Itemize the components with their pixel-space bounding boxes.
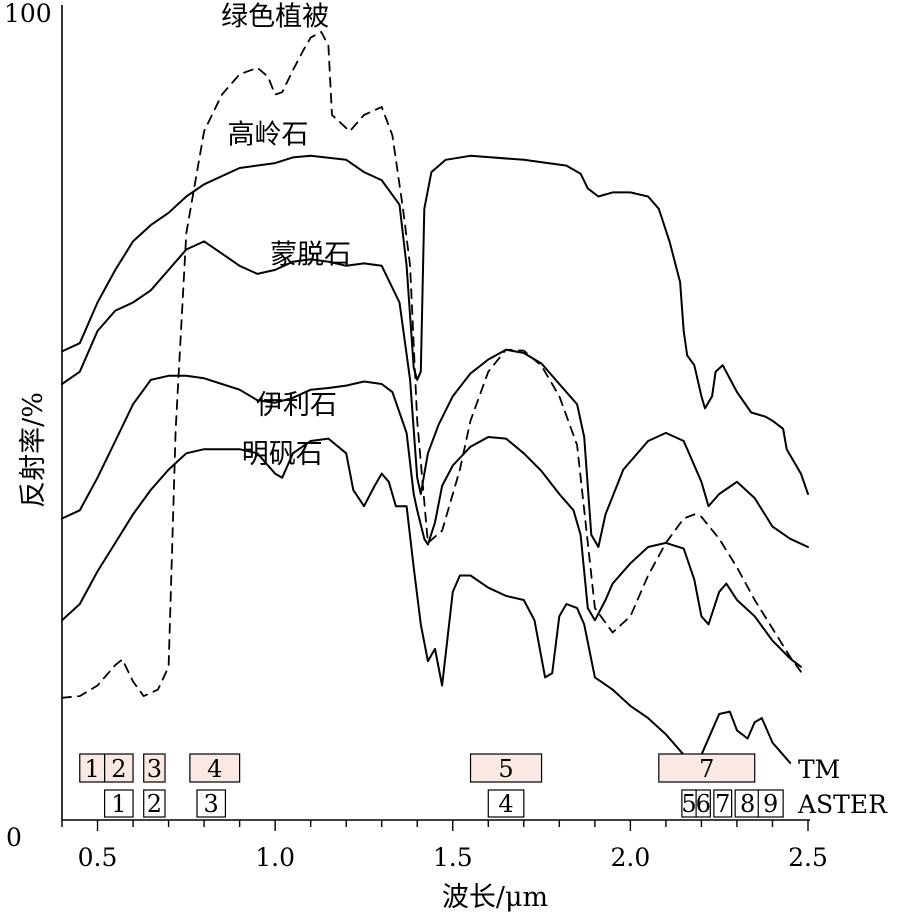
aster-band-number: 6 bbox=[696, 790, 711, 818]
spectral-curves bbox=[61, 31, 809, 764]
tm-sensor-label: TM bbox=[798, 755, 840, 784]
aster-band-box bbox=[104, 789, 134, 818]
x-tick-label: 0.5 bbox=[78, 843, 118, 872]
aster-band-box bbox=[487, 789, 525, 818]
axes: 0.5 1.0 1.5 2.0 2.5 bbox=[61, 5, 828, 872]
series-curve-3 bbox=[61, 374, 802, 668]
tm-band-box bbox=[143, 753, 166, 783]
aster-band-number: 7 bbox=[715, 790, 730, 818]
x-tick-label: 2.5 bbox=[788, 843, 828, 872]
aster-band-number: 4 bbox=[498, 790, 513, 818]
tm-band-number: 2 bbox=[111, 755, 126, 783]
tm-band-box bbox=[189, 753, 241, 783]
aster-band-number: 8 bbox=[740, 790, 755, 818]
aster-band-box bbox=[143, 789, 166, 818]
tm-band-number: 4 bbox=[207, 755, 222, 783]
curve-label: 高岭石 bbox=[228, 120, 309, 151]
x-tick-label: 2.0 bbox=[610, 843, 650, 872]
curve-label: 伊利石 bbox=[256, 390, 337, 421]
x-axis-label: 波长/μm bbox=[442, 882, 548, 913]
tm-band-number: 3 bbox=[147, 755, 162, 783]
aster-band-number: 5 bbox=[681, 790, 696, 818]
series-curve-2 bbox=[61, 240, 809, 548]
tm-band-box bbox=[469, 753, 543, 783]
tm-band-box bbox=[104, 753, 134, 783]
x-tick-label: 1.0 bbox=[255, 843, 295, 872]
sensor-bands: 1 2 3 4 5 7 TM1 2 3 4 56 7 8 9 ASTER bbox=[79, 753, 888, 819]
aster-band-number: 3 bbox=[204, 790, 219, 818]
aster-band-box bbox=[713, 789, 733, 818]
aster-band-number: 1 bbox=[111, 790, 126, 818]
series-curve-1 bbox=[61, 154, 809, 495]
x-tick-label: 1.5 bbox=[433, 843, 473, 872]
tm-band-number: 5 bbox=[498, 755, 513, 783]
aster-band-box bbox=[196, 789, 227, 818]
curve-label: 绿色植被 bbox=[221, 1, 329, 32]
y-axis-label: 反射率/% bbox=[18, 392, 49, 508]
tm-band-box bbox=[658, 753, 756, 783]
tm-band-number: 7 bbox=[699, 755, 714, 783]
series-curve-0 bbox=[61, 31, 802, 699]
aster-band-number: 9 bbox=[763, 790, 778, 818]
aster-band-box bbox=[757, 789, 784, 818]
aster-band-number: 2 bbox=[147, 790, 162, 818]
y-tick-label-top: 100 bbox=[4, 0, 52, 28]
curve-label: 明矾石 bbox=[242, 439, 323, 470]
y-tick-label-bottom: 0 bbox=[6, 823, 22, 852]
curve-label: 蒙脱石 bbox=[270, 239, 351, 270]
aster-sensor-label: ASTER bbox=[797, 790, 888, 819]
aster-band-box bbox=[734, 789, 761, 818]
tm-band-number: 1 bbox=[85, 755, 100, 783]
aster-band-box bbox=[695, 789, 711, 818]
